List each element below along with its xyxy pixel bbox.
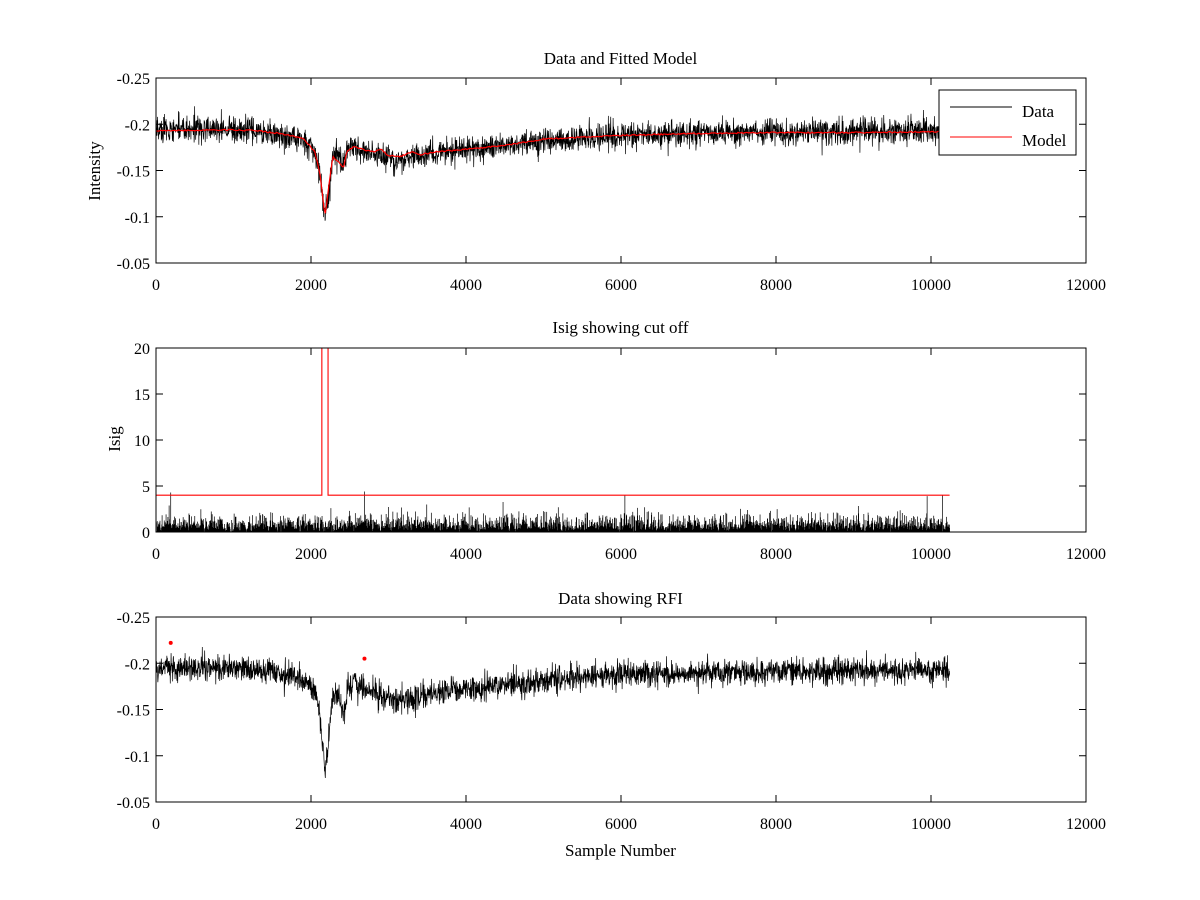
x-tick-label: 12000: [1066, 816, 1106, 833]
y-tick-label: -0.25: [117, 71, 150, 88]
chart-title: Data and Fitted Model: [544, 49, 698, 68]
y-tick-label: -0.2: [125, 656, 150, 673]
x-tick-label: 8000: [760, 546, 792, 563]
x-tick-label: 2000: [295, 277, 327, 294]
chart-title: Data showing RFI: [558, 589, 683, 608]
y-tick-label: -0.15: [117, 703, 150, 720]
model-line: [156, 128, 950, 214]
series-group: [156, 106, 950, 221]
y-axis-label: Isig: [105, 426, 124, 452]
y-axis-label: Intensity: [85, 141, 104, 201]
x-tick-label: 2000: [295, 546, 327, 563]
x-tick-label: 0: [152, 277, 160, 294]
x-tick-label: 0: [152, 816, 160, 833]
y-tick-label: 0: [142, 525, 150, 542]
x-tick-label: 6000: [605, 546, 637, 563]
plot-area: 0 2000 4000 6000 8000 10000 12000 -0.05 -0.1 -0.1…: [117, 610, 1106, 833]
x-tick-label: 4000: [450, 816, 482, 833]
rfi-marker: [362, 656, 367, 661]
x-tick-label: 6000: [605, 277, 637, 294]
y-tick-label: 10: [134, 433, 150, 450]
chart-data-showing-rfi: Data showing RFI Sample Number 0 2000 4000…: [117, 589, 1106, 860]
x-tick-label: 12000: [1066, 277, 1106, 294]
legend: Data Model: [938, 89, 1077, 156]
x-tick-label: 10000: [911, 277, 951, 294]
x-axis-label: Sample Number: [565, 841, 676, 860]
y-tick-label: -0.2: [125, 117, 150, 134]
series-0-line: [156, 646, 950, 778]
y-tick-label: 5: [142, 479, 150, 496]
x-tick-label: 12000: [1066, 546, 1106, 563]
chart-title: Isig showing cut off: [552, 318, 688, 337]
series-group: [156, 640, 950, 778]
plot-area: 0 2000 4000 6000 8000 10000 12000 -0.05 -0.1 -0.1…: [117, 71, 1106, 294]
legend-label-data: Data: [1022, 102, 1055, 121]
plot-area: 0 2000 4000 6000 8000 10000 12000 0 5 10 15 20: [134, 341, 1106, 563]
x-tick-label: 6000: [605, 816, 637, 833]
y-tick-label: -0.1: [125, 749, 150, 766]
legend-label-model: Model: [1022, 131, 1067, 150]
cutoff-line: [156, 348, 950, 496]
legend-box: [938, 89, 1077, 156]
x-tick-label: 4000: [450, 546, 482, 563]
x-tick-label: 0: [152, 546, 160, 563]
rfi-marker: [168, 640, 173, 645]
x-tick-label: 2000: [295, 816, 327, 833]
chart-data-and-fitted-model: Data and Fitted Model Intensity 0 2000 400…: [85, 49, 1106, 294]
x-tick-label: 8000: [760, 277, 792, 294]
y-tick-label: 15: [134, 387, 150, 404]
y-tick-label: 20: [134, 341, 150, 358]
y-tick-label: -0.05: [117, 795, 150, 812]
x-tick-label: 4000: [450, 277, 482, 294]
chart-isig-showing-cut-off: Isig showing cut off Isig 0 2000 4000 6000 8…: [105, 318, 1106, 563]
y-tick-label: -0.05: [117, 256, 150, 273]
y-tick-label: -0.25: [117, 610, 150, 627]
x-tick-label: 8000: [760, 816, 792, 833]
y-tick-label: -0.15: [117, 164, 150, 181]
y-tick-label: -0.1: [125, 210, 150, 227]
x-tick-label: 10000: [911, 816, 951, 833]
x-tick-label: 10000: [911, 546, 951, 563]
